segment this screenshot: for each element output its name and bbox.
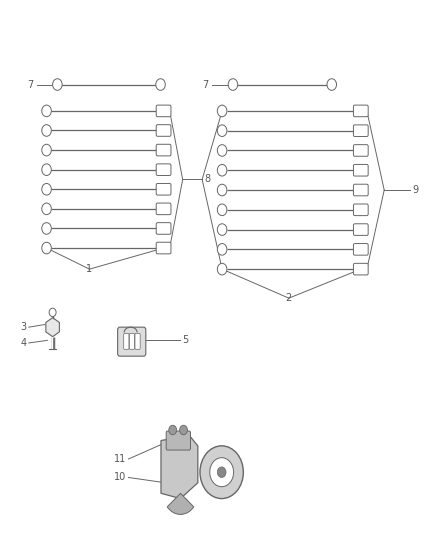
Circle shape [217, 144, 226, 156]
FancyBboxPatch shape [353, 144, 367, 156]
Text: 2: 2 [285, 293, 291, 303]
Text: 10: 10 [114, 472, 126, 482]
Wedge shape [167, 494, 193, 514]
Text: 4: 4 [21, 338, 27, 348]
Circle shape [217, 105, 226, 117]
Circle shape [179, 425, 187, 435]
Polygon shape [161, 435, 198, 498]
FancyBboxPatch shape [353, 184, 367, 196]
FancyBboxPatch shape [353, 263, 367, 275]
Text: 3: 3 [21, 322, 27, 332]
Circle shape [42, 144, 51, 156]
Circle shape [217, 467, 226, 478]
FancyBboxPatch shape [156, 144, 170, 156]
Circle shape [200, 446, 243, 498]
Text: 5: 5 [182, 335, 188, 345]
FancyBboxPatch shape [353, 224, 367, 236]
Circle shape [42, 203, 51, 215]
Text: 7: 7 [202, 79, 208, 90]
FancyBboxPatch shape [156, 223, 170, 234]
Text: 9: 9 [411, 185, 417, 195]
FancyBboxPatch shape [353, 244, 367, 255]
Circle shape [326, 79, 336, 90]
Circle shape [217, 125, 226, 136]
FancyBboxPatch shape [156, 183, 170, 195]
Text: 1: 1 [86, 264, 92, 274]
Circle shape [217, 263, 226, 275]
Circle shape [42, 125, 51, 136]
FancyBboxPatch shape [129, 334, 134, 349]
Polygon shape [46, 318, 59, 337]
Circle shape [42, 183, 51, 195]
FancyBboxPatch shape [353, 105, 367, 117]
Circle shape [53, 79, 62, 90]
FancyBboxPatch shape [156, 125, 170, 136]
FancyBboxPatch shape [156, 105, 170, 117]
Circle shape [42, 223, 51, 234]
Circle shape [217, 224, 226, 236]
FancyBboxPatch shape [353, 165, 367, 176]
Circle shape [42, 242, 51, 254]
Circle shape [168, 425, 176, 435]
Circle shape [42, 105, 51, 117]
Circle shape [217, 184, 226, 196]
FancyBboxPatch shape [166, 431, 190, 450]
Circle shape [217, 244, 226, 255]
Circle shape [228, 79, 237, 90]
FancyBboxPatch shape [156, 203, 170, 215]
Text: 8: 8 [204, 174, 210, 184]
FancyBboxPatch shape [117, 327, 145, 356]
FancyBboxPatch shape [134, 334, 140, 349]
Circle shape [217, 204, 226, 216]
FancyBboxPatch shape [353, 125, 367, 136]
Text: 7: 7 [27, 79, 33, 90]
FancyBboxPatch shape [156, 164, 170, 175]
FancyBboxPatch shape [156, 242, 170, 254]
Circle shape [42, 164, 51, 175]
Circle shape [217, 165, 226, 176]
Text: 11: 11 [114, 454, 126, 464]
Circle shape [209, 458, 233, 487]
Circle shape [155, 79, 165, 90]
Circle shape [49, 308, 56, 317]
FancyBboxPatch shape [124, 334, 129, 349]
FancyBboxPatch shape [353, 204, 367, 216]
